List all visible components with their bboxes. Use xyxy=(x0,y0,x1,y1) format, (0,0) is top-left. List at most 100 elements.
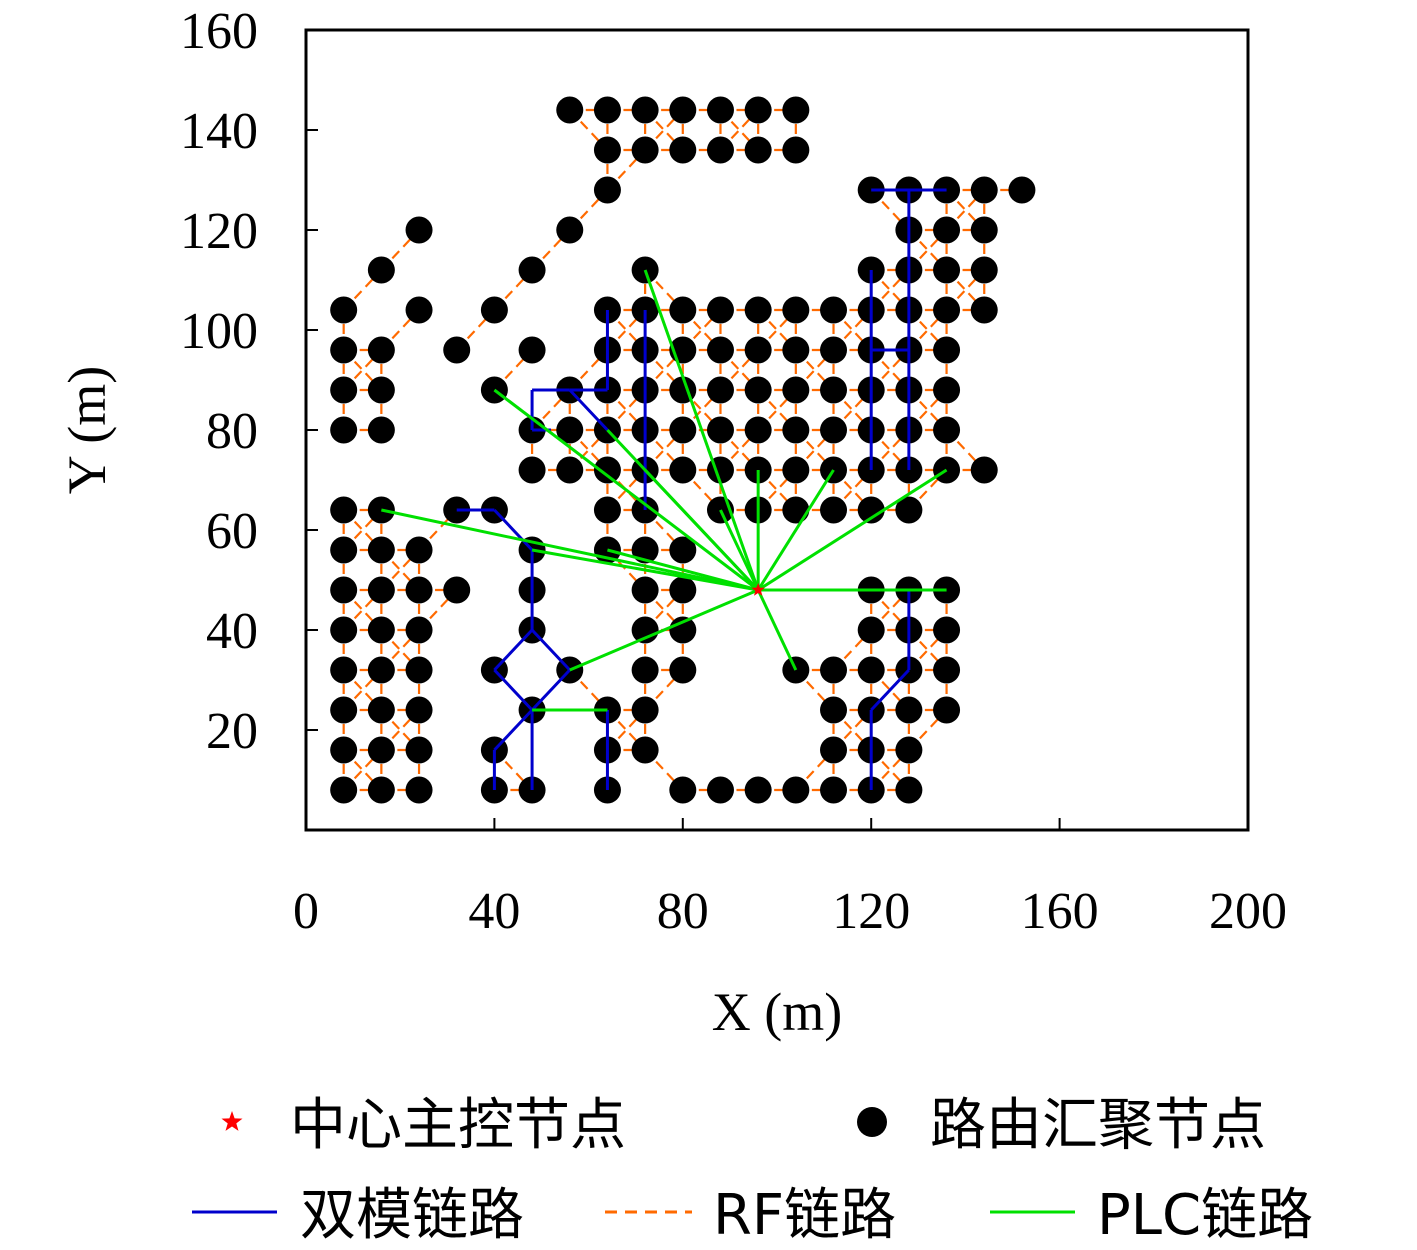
x-axis-label: X (m) xyxy=(712,982,842,1042)
y-tick-label: 160 xyxy=(180,3,258,60)
router-node xyxy=(367,376,395,404)
router-node xyxy=(367,536,395,564)
router-node xyxy=(330,296,358,324)
router-node xyxy=(367,696,395,724)
router-node xyxy=(669,296,697,324)
dual-mode-link xyxy=(493,708,534,752)
router-node xyxy=(895,696,923,724)
router-node xyxy=(367,776,395,804)
router-node xyxy=(330,736,358,764)
router-node xyxy=(782,456,810,484)
router-node xyxy=(782,96,810,124)
y-tick-label: 140 xyxy=(180,103,258,160)
router-node xyxy=(706,296,734,324)
router-node xyxy=(330,776,358,804)
router-node xyxy=(895,736,923,764)
router-node xyxy=(631,576,659,604)
router-node xyxy=(820,336,848,364)
router-node xyxy=(556,96,584,124)
legend-item-router-node: 路由汇聚节点 xyxy=(857,1093,1266,1158)
x-tick-label: 40 xyxy=(468,883,520,940)
router-node xyxy=(669,536,697,564)
x-tick-label: 160 xyxy=(1021,883,1099,940)
plc-link xyxy=(607,548,759,592)
router-node xyxy=(330,656,358,684)
router-node xyxy=(744,376,772,404)
legend-label-center-node: 中心主控节点 xyxy=(290,1093,626,1158)
router-node xyxy=(706,96,734,124)
router-node xyxy=(782,776,810,804)
dual-mode-link xyxy=(870,668,910,712)
router-node xyxy=(706,336,734,364)
router-node xyxy=(744,136,772,164)
legend-item-center-node: 中心主控节点 xyxy=(221,1093,626,1158)
router-node xyxy=(443,336,471,364)
axes: 0 40 80 120 160 200 20 40 60 80 100 120 140 160 xyxy=(180,3,1287,940)
router-node xyxy=(933,416,961,444)
router-node xyxy=(933,696,961,724)
router-node xyxy=(669,96,697,124)
router-node xyxy=(669,576,697,604)
router-node xyxy=(330,496,358,524)
router-node xyxy=(782,296,810,324)
router-node xyxy=(895,496,923,524)
router-node xyxy=(669,456,697,484)
router-node xyxy=(330,616,358,644)
router-node xyxy=(744,776,772,804)
router-node xyxy=(518,256,546,284)
router-node xyxy=(405,736,433,764)
router-node xyxy=(367,616,395,644)
router-node xyxy=(405,696,433,724)
router-node xyxy=(857,496,885,524)
router-node xyxy=(367,336,395,364)
router-node xyxy=(782,136,810,164)
router-node xyxy=(330,376,358,404)
router-node xyxy=(518,456,546,484)
router-node xyxy=(518,336,546,364)
router-node xyxy=(820,296,848,324)
dual-mode-link xyxy=(568,388,609,432)
router-node xyxy=(933,216,961,244)
router-node xyxy=(405,616,433,644)
x-tick-label: 80 xyxy=(657,883,709,940)
router-node xyxy=(330,536,358,564)
router-node xyxy=(556,416,584,444)
router-node xyxy=(405,536,433,564)
plc-link xyxy=(569,588,759,672)
router-node xyxy=(405,656,433,684)
router-node xyxy=(367,576,395,604)
router-node xyxy=(933,656,961,684)
x-tick-label: 200 xyxy=(1209,883,1287,940)
plc-link xyxy=(719,509,760,591)
router-node xyxy=(820,736,848,764)
legend-label-rf: RF链路 xyxy=(713,1183,896,1248)
plc-link xyxy=(381,508,759,592)
router-node xyxy=(744,296,772,324)
y-tick-label: 120 xyxy=(180,203,258,260)
plc-link xyxy=(643,269,760,591)
legend-label-plc: PLC链路 xyxy=(1097,1183,1313,1248)
plc-link xyxy=(756,589,798,671)
y-axis-label: Y (m) xyxy=(57,366,117,494)
legend-label-dual-mode: 双模链路 xyxy=(300,1183,524,1248)
router-node xyxy=(857,656,885,684)
router-node xyxy=(367,656,395,684)
router-node xyxy=(330,576,358,604)
router-node xyxy=(970,176,998,204)
router-node xyxy=(405,216,433,244)
star-icon xyxy=(221,1111,243,1131)
router-node xyxy=(556,216,584,244)
router-node xyxy=(820,696,848,724)
router-node xyxy=(933,376,961,404)
dual-mode-link xyxy=(493,628,534,672)
router-node xyxy=(857,616,885,644)
dot-icon xyxy=(857,1107,887,1137)
router-node xyxy=(330,416,358,444)
plc-link xyxy=(531,548,759,592)
router-node xyxy=(330,696,358,724)
router-node xyxy=(895,776,923,804)
router-node xyxy=(782,376,810,404)
router-node xyxy=(744,336,772,364)
router-node xyxy=(782,336,810,364)
router-node xyxy=(933,296,961,324)
